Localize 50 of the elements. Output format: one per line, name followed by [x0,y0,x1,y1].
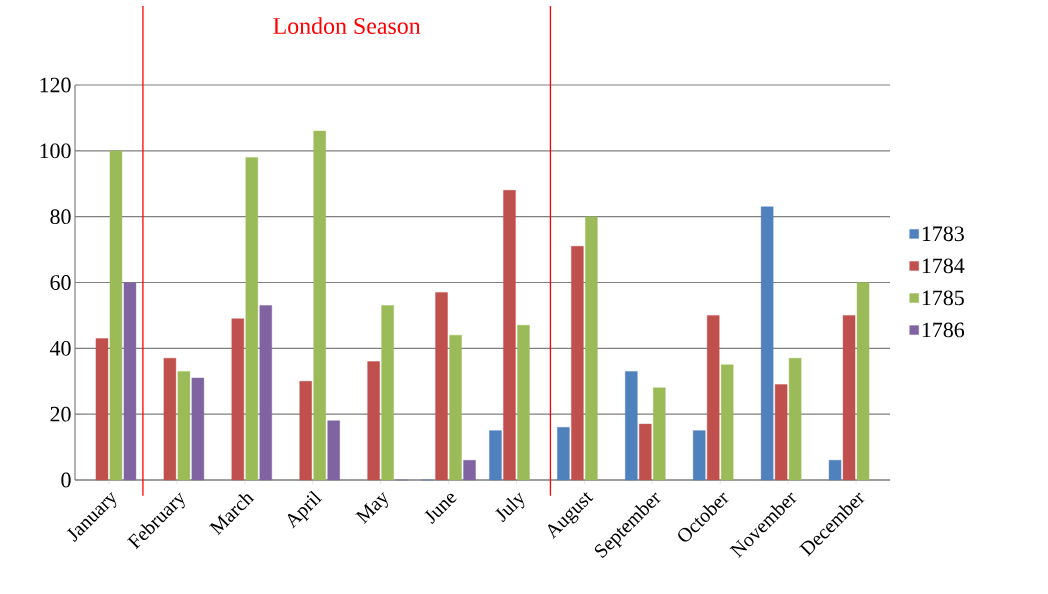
y-tick-label: 120 [40,77,71,93]
bar [259,305,272,481]
bar [842,315,856,481]
x-tick-label: June [424,493,457,524]
bar [435,292,448,481]
bar [299,381,312,481]
bar [517,325,530,481]
text: London Season [273,17,421,35]
bar [503,190,516,481]
y-tick-label: 0 [61,472,71,488]
y-tick-label: 20 [50,406,71,422]
bar [313,130,326,481]
bar [693,430,706,481]
bar [123,282,137,481]
bar [625,371,638,481]
bar [557,427,570,481]
x-tick-label: May [355,492,388,524]
bar [774,384,788,481]
bar [177,371,191,481]
bar [245,157,258,481]
y-tick-label: 60 [50,275,71,290]
bar [231,318,244,481]
bar [163,358,177,481]
legend-label: 1785 [922,290,964,306]
bar [585,216,598,481]
bar [95,338,109,481]
bar [463,460,476,481]
bar [489,430,502,481]
bar [109,150,123,481]
bar [653,387,666,481]
bar [327,420,340,481]
bar [856,282,870,481]
bar [191,377,205,481]
legend-label: 1786 [922,322,965,338]
y-tick-label: 40 [49,340,71,356]
bar [639,423,652,481]
bar [449,334,462,481]
bar [721,364,734,481]
bar [381,305,394,481]
bar [760,206,774,481]
bar [571,246,584,481]
x-tick-label: July [495,492,525,523]
bar [367,361,380,481]
y-tick-label: 100 [40,143,71,159]
bar [828,460,842,481]
legend-label: 1783 [922,226,964,242]
y-tick-label: 80 [50,209,71,225]
bar [788,358,802,481]
bar [707,315,720,481]
legend-label: 1784 [922,258,965,274]
